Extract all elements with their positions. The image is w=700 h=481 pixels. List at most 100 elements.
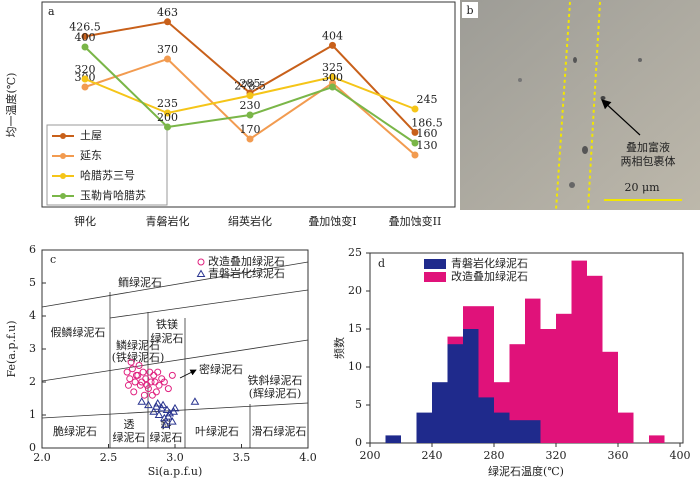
bar	[525, 420, 541, 443]
legend-label: 改造叠加绿泥石	[451, 269, 528, 283]
inclusion	[573, 57, 577, 63]
bar	[432, 382, 448, 443]
legend-label: 延东	[80, 149, 102, 162]
legend-label: 土屋	[80, 129, 102, 142]
data-label: 235	[157, 97, 178, 110]
x-tick-label: 绢英岩化	[228, 214, 272, 228]
legend-swatch	[424, 259, 446, 269]
point	[154, 410, 164, 418]
annotation: 两相包裹体	[621, 154, 676, 168]
point	[150, 371, 158, 379]
inclusion	[582, 146, 588, 154]
region-label: (铁绿泥石)	[112, 350, 165, 364]
y-tick-label: 6	[29, 243, 36, 256]
point	[411, 128, 419, 136]
bar	[571, 260, 587, 443]
legend-label: 改造叠加绿泥石	[208, 254, 285, 268]
point	[137, 397, 147, 405]
photo-panel: b 叠加富液 两相包裹体 20 μm	[460, 0, 700, 211]
scale-bar-label: 20 μm	[624, 181, 660, 194]
y-axis-label: 均一温度(℃)	[4, 73, 18, 138]
point	[130, 388, 138, 396]
point	[149, 407, 159, 415]
data-label: 230	[240, 99, 261, 112]
point	[81, 83, 89, 91]
data-label: 278.5	[234, 80, 266, 93]
point	[153, 398, 163, 407]
legend-marker	[60, 173, 66, 179]
region-label: 绿泥石	[113, 430, 146, 444]
data-label: 370	[157, 43, 178, 56]
point	[162, 405, 172, 414]
legend-marker	[196, 269, 206, 277]
point	[160, 378, 168, 386]
x-tick-label: 200	[360, 449, 381, 462]
region-label: 铁镁	[156, 317, 178, 331]
inclusion	[600, 96, 606, 100]
x-tick-label: 钾化	[74, 214, 96, 228]
bar	[525, 298, 541, 443]
axes-a	[41, 1, 456, 208]
legend-marker	[60, 193, 66, 199]
point	[167, 417, 177, 425]
legend-label: 青磐岩化绿泥石	[451, 256, 528, 270]
point	[329, 73, 336, 81]
point	[164, 385, 172, 393]
point	[138, 378, 146, 386]
region-label: 脆绿泥石	[53, 424, 97, 438]
x-tick-label: 320	[546, 449, 567, 462]
y-axis-label: Fe(a.p.f.u)	[5, 321, 18, 378]
y-tick-label: 5	[355, 398, 362, 411]
legend-label: 青磐岩化绿泥石	[208, 266, 285, 280]
data-label: 400	[75, 31, 96, 44]
point	[123, 368, 131, 376]
point	[411, 105, 419, 113]
arrow	[601, 99, 641, 136]
legend-label: 哈腊苏三号	[80, 169, 135, 182]
region-label: 假鳞绿泥石	[51, 325, 106, 339]
y-tick-label: 3	[29, 342, 36, 355]
point	[190, 397, 200, 405]
point	[148, 391, 156, 399]
inclusion	[638, 58, 642, 62]
data-label: 186.5	[411, 116, 443, 129]
region-label: 绿泥石	[150, 430, 183, 444]
bar	[416, 412, 432, 443]
boundary	[41, 339, 309, 382]
region-label: (辉绿泥石)	[249, 386, 302, 400]
point	[144, 400, 153, 409]
x-tick-label: 240	[422, 449, 443, 462]
diagram-boundaries	[41, 261, 309, 448]
data-label: 404	[322, 29, 343, 42]
x-tick-label: 叠加蚀变II	[389, 214, 442, 228]
y-tick-label: 10	[348, 360, 362, 373]
data-label: 130	[417, 139, 438, 152]
y-tick-label: 4	[29, 309, 36, 322]
point	[154, 368, 162, 376]
point	[411, 151, 419, 159]
bar	[540, 329, 556, 443]
point	[161, 420, 171, 428]
x-tick-label: 400	[670, 449, 691, 462]
x-tick-label: 2.0	[33, 451, 51, 464]
point	[81, 75, 89, 83]
inclusion	[518, 78, 522, 82]
data-label: 285	[240, 77, 261, 90]
boundary	[555, 1, 571, 211]
x-tick-label: 4.0	[299, 451, 317, 464]
boundary	[41, 261, 309, 308]
legend-a	[46, 124, 168, 206]
label-box	[462, 2, 478, 18]
y-tick-label: 15	[348, 322, 362, 335]
bar	[509, 344, 525, 443]
point	[140, 391, 148, 399]
point	[164, 55, 171, 63]
x-tick-label: 280	[484, 449, 505, 462]
x-axis-label: 绿泥石温度(℃)	[488, 464, 564, 478]
region-label: 鲕绿泥石	[118, 275, 162, 289]
y-tick-label: 20	[348, 284, 362, 297]
point	[81, 32, 89, 40]
point	[246, 92, 254, 100]
legend-marker	[60, 133, 66, 139]
